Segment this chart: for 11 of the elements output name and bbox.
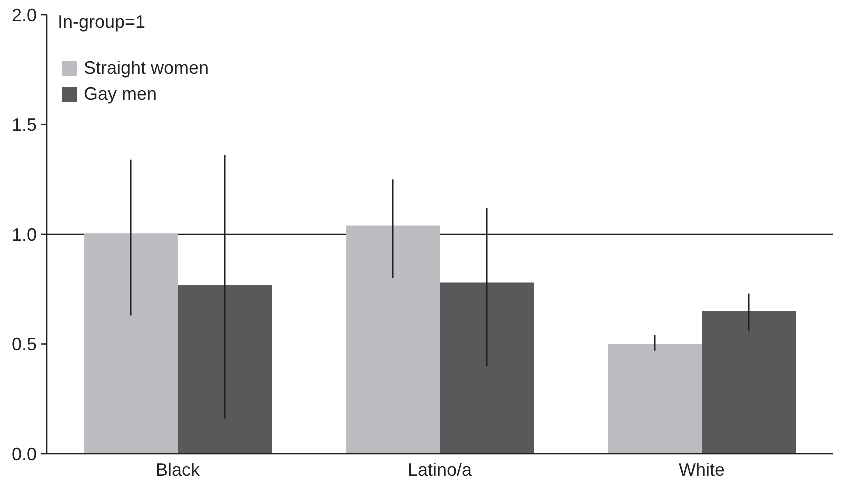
annotation: In-group=1 [58,11,146,33]
y-tick-label: 2.0 [12,5,37,26]
x-tick-label: Latino/a [408,460,474,480]
legend-label: Straight women [84,58,210,78]
y-tick-label: 0.0 [12,444,37,464]
x-tick-label: Black [156,460,202,480]
legend-label: Gay men [84,84,158,104]
y-tick-label: 0.5 [12,334,37,355]
x-tick-label: White [678,460,726,480]
y-tick-label: 1.0 [12,224,37,245]
y-tick-label: 1.5 [12,115,37,136]
